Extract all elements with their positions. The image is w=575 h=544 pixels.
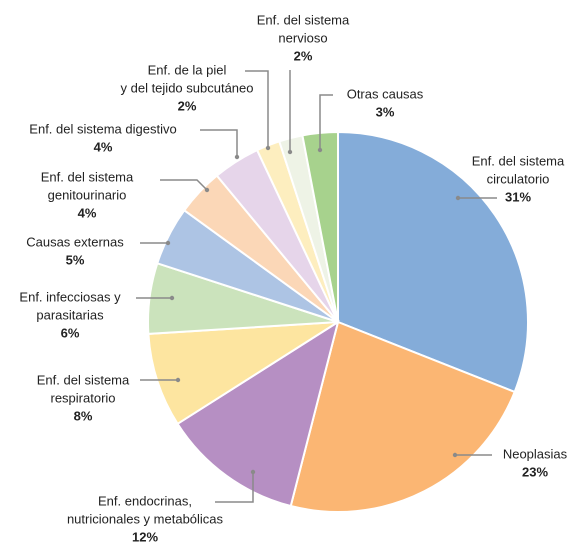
leader-dot (452, 452, 458, 458)
pie-slice (176, 319, 340, 508)
leader-dot (234, 154, 240, 160)
slice-label: nutricionales y metabólicas (67, 511, 224, 526)
value-label: 5% (66, 252, 85, 267)
leader-dot (204, 187, 210, 193)
slice-label: y del tejido subcutáneo (121, 80, 254, 95)
slice-label: respiratorio (50, 390, 115, 405)
slice-label: Enf. del sistema (257, 12, 350, 27)
leader-dot (250, 469, 256, 475)
slice-label: parasitarias (36, 307, 104, 322)
slice-label: Otras causas (347, 86, 424, 101)
value-label: 2% (178, 98, 197, 113)
leader-line (160, 179, 208, 191)
slice-label: genitourinario (48, 187, 127, 202)
slice-label: Enf. endocrinas, (98, 493, 192, 508)
leader-dot (317, 147, 323, 153)
slice-label: Neoplasias (503, 446, 568, 461)
leader-line (319, 94, 333, 150)
slice-label: Enf. del sistema digestivo (29, 121, 176, 136)
leader-line (200, 129, 238, 157)
leader-dot (175, 377, 181, 383)
slice-label: Causas externas (26, 234, 124, 249)
value-label: 8% (74, 408, 93, 423)
value-label: 2% (294, 48, 313, 63)
slice-label: Enf. del sistema (41, 169, 134, 184)
value-label: 4% (78, 205, 97, 220)
slice-label: Enf. del sistema (472, 153, 565, 168)
slice-label: Enf. infecciosas y (19, 289, 121, 304)
leader-dot (165, 240, 171, 246)
value-label: 12% (132, 529, 158, 544)
slice-label: Enf. del sistema (37, 372, 130, 387)
value-label: 6% (61, 325, 80, 340)
leader-dot (265, 145, 271, 151)
leader-line (245, 70, 269, 148)
slice-label: circulatorio (487, 171, 550, 186)
value-label: 31% (505, 189, 531, 204)
value-label: 23% (522, 464, 548, 479)
leader-dot (169, 295, 175, 301)
slice-label: nervioso (278, 30, 327, 45)
leader-dot (455, 195, 461, 201)
leader-line (215, 472, 254, 503)
leader-dot (287, 149, 293, 155)
value-label: 3% (376, 104, 395, 119)
slice-label: Enf. de la piel (148, 62, 227, 77)
pie-slice (337, 130, 529, 394)
pie-slice (289, 320, 516, 513)
value-label: 4% (94, 139, 113, 154)
